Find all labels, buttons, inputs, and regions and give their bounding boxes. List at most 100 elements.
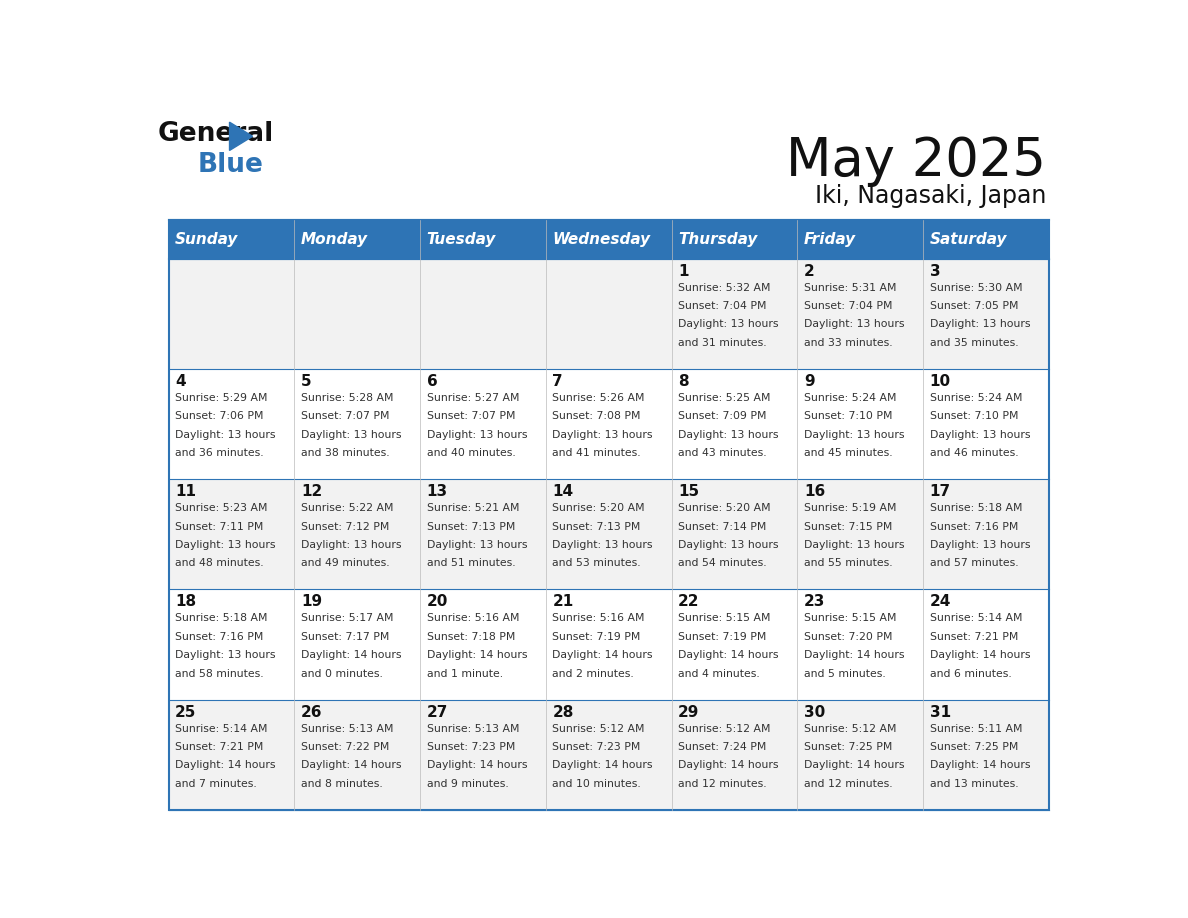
Text: Sunset: 7:05 PM: Sunset: 7:05 PM: [930, 301, 1018, 311]
Text: Sunrise: 5:15 AM: Sunrise: 5:15 AM: [678, 613, 771, 623]
Text: and 0 minutes.: and 0 minutes.: [301, 668, 383, 678]
Text: Sunrise: 5:16 AM: Sunrise: 5:16 AM: [426, 613, 519, 623]
Text: 17: 17: [930, 484, 950, 499]
Text: Sunrise: 5:24 AM: Sunrise: 5:24 AM: [930, 393, 1022, 403]
Text: 26: 26: [301, 705, 322, 720]
Text: Daylight: 13 hours: Daylight: 13 hours: [175, 430, 276, 440]
Bar: [671, 219, 797, 259]
Text: 22: 22: [678, 594, 700, 610]
Text: Sunrise: 5:20 AM: Sunrise: 5:20 AM: [678, 503, 771, 513]
Text: Daylight: 13 hours: Daylight: 13 hours: [426, 430, 527, 440]
Text: 16: 16: [804, 484, 826, 499]
Text: Sunrise: 5:22 AM: Sunrise: 5:22 AM: [301, 503, 393, 513]
Text: Daylight: 14 hours: Daylight: 14 hours: [426, 650, 527, 660]
Text: and 48 minutes.: and 48 minutes.: [175, 558, 264, 568]
Text: and 57 minutes.: and 57 minutes.: [930, 558, 1018, 568]
Bar: [169, 479, 1049, 589]
Text: Daylight: 14 hours: Daylight: 14 hours: [678, 760, 778, 770]
Bar: [923, 219, 1049, 259]
Text: Sunrise: 5:28 AM: Sunrise: 5:28 AM: [301, 393, 393, 403]
Text: Sunrise: 5:12 AM: Sunrise: 5:12 AM: [804, 723, 897, 733]
Text: General: General: [158, 121, 274, 147]
Text: and 43 minutes.: and 43 minutes.: [678, 448, 766, 458]
Text: Sunrise: 5:18 AM: Sunrise: 5:18 AM: [930, 503, 1022, 513]
Text: Iki, Nagasaki, Japan: Iki, Nagasaki, Japan: [815, 185, 1047, 208]
Text: 10: 10: [930, 374, 950, 389]
Text: Sunset: 7:11 PM: Sunset: 7:11 PM: [175, 521, 264, 532]
Text: Sunset: 7:10 PM: Sunset: 7:10 PM: [930, 411, 1018, 421]
Text: 30: 30: [804, 705, 826, 720]
Text: Sunrise: 5:21 AM: Sunrise: 5:21 AM: [426, 503, 519, 513]
Text: and 2 minutes.: and 2 minutes.: [552, 668, 634, 678]
Text: Sunset: 7:25 PM: Sunset: 7:25 PM: [804, 742, 892, 752]
Text: Sunset: 7:06 PM: Sunset: 7:06 PM: [175, 411, 264, 421]
Text: and 33 minutes.: and 33 minutes.: [804, 338, 892, 348]
Text: Sunset: 7:07 PM: Sunset: 7:07 PM: [301, 411, 390, 421]
Text: 13: 13: [426, 484, 448, 499]
Text: Sunset: 7:25 PM: Sunset: 7:25 PM: [930, 742, 1018, 752]
Text: Daylight: 13 hours: Daylight: 13 hours: [426, 540, 527, 550]
Text: Daylight: 13 hours: Daylight: 13 hours: [804, 319, 904, 330]
Text: and 7 minutes.: and 7 minutes.: [175, 778, 257, 789]
Text: Sunset: 7:13 PM: Sunset: 7:13 PM: [426, 521, 516, 532]
Text: Thursday: Thursday: [678, 231, 758, 247]
Text: and 46 minutes.: and 46 minutes.: [930, 448, 1018, 458]
Text: Sunset: 7:17 PM: Sunset: 7:17 PM: [301, 632, 390, 642]
Text: Daylight: 14 hours: Daylight: 14 hours: [301, 650, 402, 660]
Text: 24: 24: [930, 594, 952, 610]
Text: Sunset: 7:19 PM: Sunset: 7:19 PM: [552, 632, 640, 642]
Text: 8: 8: [678, 374, 689, 389]
Text: and 6 minutes.: and 6 minutes.: [930, 668, 1011, 678]
Text: Daylight: 14 hours: Daylight: 14 hours: [426, 760, 527, 770]
Text: and 35 minutes.: and 35 minutes.: [930, 338, 1018, 348]
Text: 23: 23: [804, 594, 826, 610]
Text: Sunrise: 5:13 AM: Sunrise: 5:13 AM: [301, 723, 393, 733]
Text: Daylight: 13 hours: Daylight: 13 hours: [678, 540, 778, 550]
Text: Sunday: Sunday: [175, 231, 239, 247]
Text: Daylight: 13 hours: Daylight: 13 hours: [175, 650, 276, 660]
Text: and 58 minutes.: and 58 minutes.: [175, 668, 264, 678]
Text: Sunset: 7:10 PM: Sunset: 7:10 PM: [804, 411, 892, 421]
Text: Sunrise: 5:31 AM: Sunrise: 5:31 AM: [804, 283, 897, 293]
Text: Sunrise: 5:11 AM: Sunrise: 5:11 AM: [930, 723, 1022, 733]
Bar: [295, 219, 421, 259]
Text: Sunrise: 5:15 AM: Sunrise: 5:15 AM: [804, 613, 897, 623]
Bar: [546, 219, 671, 259]
Text: 21: 21: [552, 594, 574, 610]
Text: Sunset: 7:23 PM: Sunset: 7:23 PM: [426, 742, 516, 752]
Text: Sunrise: 5:16 AM: Sunrise: 5:16 AM: [552, 613, 645, 623]
Text: and 38 minutes.: and 38 minutes.: [301, 448, 390, 458]
Text: and 12 minutes.: and 12 minutes.: [678, 778, 766, 789]
Text: 15: 15: [678, 484, 700, 499]
Text: Tuesday: Tuesday: [426, 231, 497, 247]
Text: 28: 28: [552, 705, 574, 720]
Text: Monday: Monday: [301, 231, 368, 247]
Text: Sunset: 7:14 PM: Sunset: 7:14 PM: [678, 521, 766, 532]
Text: Sunset: 7:19 PM: Sunset: 7:19 PM: [678, 632, 766, 642]
Text: Daylight: 13 hours: Daylight: 13 hours: [678, 430, 778, 440]
Text: and 45 minutes.: and 45 minutes.: [804, 448, 892, 458]
Text: Sunset: 7:16 PM: Sunset: 7:16 PM: [175, 632, 264, 642]
Text: Sunset: 7:21 PM: Sunset: 7:21 PM: [175, 742, 264, 752]
Text: 19: 19: [301, 594, 322, 610]
Text: 3: 3: [930, 263, 940, 278]
Text: Sunrise: 5:18 AM: Sunrise: 5:18 AM: [175, 613, 267, 623]
Text: and 49 minutes.: and 49 minutes.: [301, 558, 390, 568]
Text: Daylight: 13 hours: Daylight: 13 hours: [175, 540, 276, 550]
Bar: [169, 700, 1049, 810]
Text: 29: 29: [678, 705, 700, 720]
Text: and 4 minutes.: and 4 minutes.: [678, 668, 760, 678]
Text: and 31 minutes.: and 31 minutes.: [678, 338, 766, 348]
Text: 6: 6: [426, 374, 437, 389]
Text: Sunset: 7:08 PM: Sunset: 7:08 PM: [552, 411, 640, 421]
Text: Daylight: 13 hours: Daylight: 13 hours: [804, 540, 904, 550]
Text: Daylight: 13 hours: Daylight: 13 hours: [552, 430, 653, 440]
Text: Blue: Blue: [197, 151, 264, 178]
Text: Sunrise: 5:29 AM: Sunrise: 5:29 AM: [175, 393, 267, 403]
Text: 20: 20: [426, 594, 448, 610]
Text: 31: 31: [930, 705, 950, 720]
Text: 18: 18: [175, 594, 196, 610]
Text: Sunrise: 5:14 AM: Sunrise: 5:14 AM: [175, 723, 267, 733]
Text: Sunrise: 5:14 AM: Sunrise: 5:14 AM: [930, 613, 1022, 623]
Text: Sunrise: 5:25 AM: Sunrise: 5:25 AM: [678, 393, 771, 403]
